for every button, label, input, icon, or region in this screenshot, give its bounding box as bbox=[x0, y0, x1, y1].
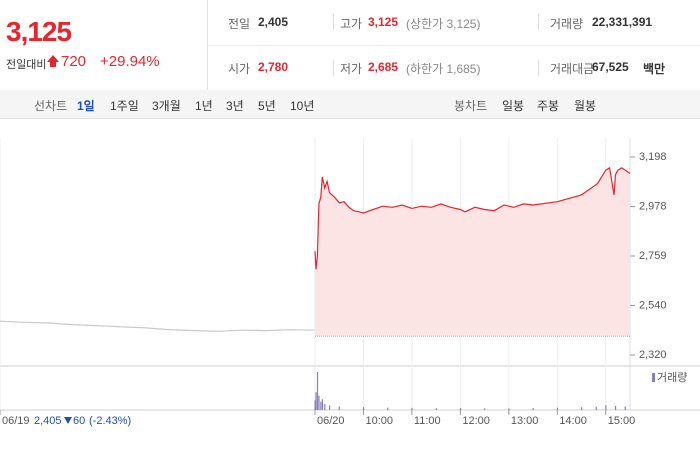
volume-bar bbox=[324, 404, 326, 410]
footer-rate: (-2.43%) bbox=[89, 415, 131, 427]
tab[interactable]: 1일 bbox=[77, 99, 95, 113]
stat-label: 거래대금 bbox=[550, 62, 595, 76]
volume-bar bbox=[362, 407, 365, 410]
divider bbox=[538, 14, 539, 30]
volume-bar bbox=[508, 408, 510, 410]
legend-label: 거래량 bbox=[657, 371, 687, 384]
x-tick-label: 12:00 bbox=[462, 415, 490, 427]
change-label: 전일대비 bbox=[6, 59, 47, 71]
tab[interactable]: 3개월 bbox=[152, 99, 181, 113]
volume-bar bbox=[484, 408, 486, 410]
stat-label: 저가 bbox=[340, 62, 363, 76]
divider bbox=[333, 14, 334, 30]
volume-bar bbox=[318, 395, 320, 410]
footer-change: 60 bbox=[73, 415, 85, 427]
volume-bar bbox=[459, 408, 462, 410]
stat-value: 67,525 bbox=[592, 60, 629, 74]
footer-close: 2,405 bbox=[34, 415, 62, 427]
volume-bar bbox=[435, 408, 437, 410]
stat-value: 3,125 bbox=[368, 15, 399, 29]
stat-value: 2,780 bbox=[258, 60, 289, 74]
volume-bar bbox=[316, 372, 319, 410]
y-tick-label: 2,320 bbox=[639, 349, 667, 361]
divider bbox=[333, 60, 334, 76]
rate: +29.94% bbox=[100, 53, 160, 70]
volume-bar bbox=[411, 407, 413, 410]
tab-label: 봉차트 bbox=[454, 99, 488, 113]
tab[interactable]: 10년 bbox=[290, 99, 315, 113]
stat-label: 전일 bbox=[228, 17, 251, 31]
stat-label: 시가 bbox=[228, 62, 251, 76]
volume-bar bbox=[329, 405, 331, 410]
legend-swatch bbox=[652, 373, 655, 382]
volume-bar bbox=[614, 405, 617, 410]
stat-label: 고가 bbox=[340, 17, 363, 31]
stat-value: 22,331,391 bbox=[592, 15, 653, 29]
price: 3,125 bbox=[6, 16, 72, 47]
x-tick-label: 15:00 bbox=[608, 415, 636, 427]
area bbox=[315, 167, 630, 336]
volume-bar bbox=[581, 407, 583, 410]
y-tick-label: 2,759 bbox=[639, 250, 667, 262]
volume-bar bbox=[338, 406, 340, 410]
tab[interactable]: 일봉 bbox=[502, 99, 525, 113]
y-tick-label: 2,540 bbox=[639, 299, 667, 311]
stat-value: 2,685 bbox=[368, 60, 399, 74]
tab[interactable]: 3년 bbox=[226, 99, 244, 113]
tab-label: 선차트 bbox=[34, 99, 68, 113]
x-tick-label: 06/19 bbox=[2, 415, 30, 427]
x-tick-label: 10:00 bbox=[365, 415, 393, 427]
divider bbox=[208, 45, 700, 46]
stat-label: 거래량 bbox=[550, 17, 584, 31]
down-icon bbox=[64, 417, 72, 424]
stat-note: (상한가 3,125) bbox=[406, 17, 481, 31]
volume-bar bbox=[556, 407, 559, 410]
stat-unit: 백만 bbox=[643, 62, 666, 76]
y-tick-label: 3,198 bbox=[639, 151, 667, 163]
volume-bar bbox=[320, 401, 322, 410]
up-icon bbox=[47, 55, 59, 67]
tab[interactable]: 1년 bbox=[195, 99, 213, 113]
volume-bar bbox=[315, 392, 317, 410]
stat-value: 2,405 bbox=[258, 15, 289, 29]
y-tick-label: 2,978 bbox=[639, 201, 667, 213]
tab[interactable]: 5년 bbox=[258, 99, 276, 113]
volume-bar bbox=[314, 400, 316, 410]
x-tick-label: 06/20 bbox=[317, 415, 345, 427]
volume-bar bbox=[321, 399, 323, 410]
volume-bar bbox=[605, 405, 607, 410]
stat-note: (하한가 1,685) bbox=[406, 62, 481, 76]
volume-bar bbox=[532, 408, 534, 410]
tab[interactable]: 월봉 bbox=[574, 99, 597, 113]
chart: 06/19 06/20 10:00 11:00 12:00 13:00 14:00 15:00… bbox=[0, 118, 700, 427]
x-tick-label: 13:00 bbox=[511, 415, 539, 427]
volume-bar bbox=[595, 406, 597, 410]
price-line bbox=[0, 320, 316, 332]
x-tick-label: 11:00 bbox=[414, 415, 441, 427]
tab[interactable]: 주봉 bbox=[537, 99, 560, 113]
change: 720 bbox=[61, 53, 87, 70]
tab[interactable]: 1주일 bbox=[110, 99, 139, 113]
x-tick-label: 14:00 bbox=[559, 415, 587, 427]
volume-bar bbox=[624, 406, 626, 410]
price-line bbox=[314, 166, 631, 270]
volume-bar bbox=[387, 407, 389, 410]
divider bbox=[538, 60, 539, 76]
